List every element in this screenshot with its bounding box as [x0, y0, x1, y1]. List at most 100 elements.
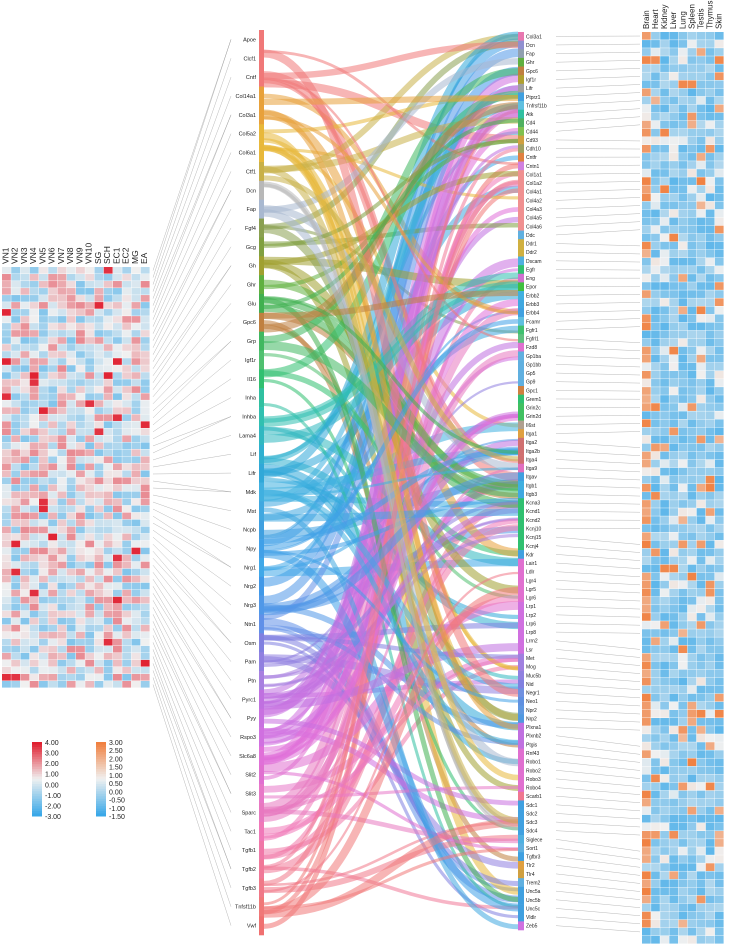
right-heatmap-cell: [678, 346, 688, 355]
right-heatmap-cell: [669, 516, 679, 524]
right-heatmap-cell: [678, 201, 688, 210]
right-heatmap-cell: [651, 532, 660, 541]
left-heatmap-cell: [2, 428, 11, 435]
guide-line-right: [555, 839, 641, 852]
guide-line-left: [152, 501, 232, 530]
left-colorbar-swatch: [32, 766, 42, 770]
receptor-block-Dscam: [518, 256, 524, 266]
right-heatmap-cell: [687, 508, 697, 516]
right-heatmap-cell: [669, 411, 679, 419]
left-heatmap-cell: [2, 659, 11, 667]
right-heatmap-cell: [687, 718, 697, 726]
guide-line-right: [555, 390, 641, 392]
left-heatmap-cell: [103, 351, 113, 358]
right-heatmap-cell: [696, 516, 706, 524]
right-heatmap-cell: [669, 483, 679, 492]
right-heatmap-cell: [687, 734, 697, 742]
right-heatmap-cell: [651, 734, 660, 742]
left-heatmap-cell: [113, 512, 122, 520]
right-heatmap-cell: [642, 435, 651, 444]
right-heatmap-cell: [714, 128, 724, 137]
left-heatmap-cell: [113, 428, 122, 435]
right-heatmap-cell: [705, 266, 715, 274]
right-heatmap-cell: [678, 661, 688, 670]
right-colorbar-swatch: [96, 764, 106, 768]
guide-line-left: [152, 435, 232, 461]
left-heatmap-cell: [85, 582, 95, 590]
left-heatmap-cell: [48, 449, 58, 457]
right-heatmap-cell: [669, 863, 679, 871]
right-heatmap-cell: [687, 532, 697, 541]
right-heatmap-cell: [705, 492, 715, 500]
right-heatmap-cell: [696, 596, 706, 605]
left-heatmap-cell: [103, 421, 113, 428]
right-heatmap-cell: [660, 56, 669, 64]
left-heatmap-cell: [113, 316, 122, 323]
left-heatmap-cell: [94, 288, 104, 295]
right-heatmap-cell: [714, 370, 724, 379]
left-col-label-VN3: VN3: [19, 247, 29, 264]
right-heatmap-cell: [651, 104, 660, 113]
left-heatmap-cell: [48, 316, 58, 323]
right-heatmap-cell: [714, 564, 724, 573]
right-heatmap-cell: [660, 370, 669, 379]
right-heatmap-cell: [642, 693, 651, 702]
receptor-block-Col4a6: [518, 221, 524, 231]
right-heatmap-cell: [642, 306, 651, 315]
left-heatmap-cell: [39, 449, 48, 457]
right-heatmap-cell: [705, 483, 715, 492]
left-heatmap-cell: [2, 386, 11, 393]
left-heatmap-cell: [66, 302, 76, 309]
left-heatmap-cell: [103, 470, 113, 478]
left-heatmap-cell: [29, 456, 39, 464]
receptor-block-Gp1bb: [518, 360, 524, 370]
left-heatmap-cell: [66, 610, 76, 618]
left-heatmap-cell: [103, 288, 113, 295]
ligand-label-Dcn: Dcn: [246, 188, 256, 194]
guide-line-right: [555, 189, 641, 192]
left-heatmap-cell: [20, 610, 30, 618]
right-heatmap-cell: [642, 605, 651, 613]
receptor-block-Epor: [518, 282, 524, 292]
left-heatmap-cell: [113, 554, 122, 562]
right-heatmap-cell: [705, 370, 715, 379]
left-heatmap-cell: [2, 330, 11, 337]
right-heatmap-cell: [696, 177, 706, 185]
right-heatmap-cell: [642, 475, 651, 484]
left-heatmap-cell: [122, 428, 132, 435]
left-heatmap-cell: [48, 638, 58, 646]
left-heatmap-cell: [39, 358, 48, 365]
right-heatmap-cell: [669, 193, 679, 202]
right-heatmap-cell: [651, 32, 660, 40]
right-heatmap-cell: [714, 241, 724, 250]
receptor-block-Cntfr: [518, 152, 524, 162]
left-heatmap-cell: [57, 533, 67, 541]
left-heatmap-cell: [76, 274, 85, 281]
receptor-label-Unc5b: Unc5b: [526, 898, 541, 904]
left-heatmap-cell: [48, 568, 58, 576]
right-heatmap-cell: [651, 822, 660, 831]
right-heatmap-cell: [651, 298, 660, 307]
left-heatmap-cell: [94, 337, 104, 344]
right-heatmap-cell: [687, 621, 697, 629]
left-heatmap-cell: [85, 372, 95, 379]
left-heatmap-cell: [131, 421, 141, 428]
right-heatmap-cell: [705, 411, 715, 419]
left-heatmap-cell: [103, 617, 113, 625]
right-heatmap-cell: [714, 572, 724, 581]
left-colorbar-swatch: [32, 771, 42, 775]
receptor-label-Col4a2: Col4a2: [526, 198, 542, 204]
right-heatmap-cell: [678, 483, 688, 492]
left-heatmap-cell: [48, 288, 58, 295]
guide-line-right: [555, 770, 641, 779]
left-heatmap-cell: [20, 666, 30, 674]
right-heatmap-cell: [696, 806, 706, 815]
right-heatmap-cell: [660, 153, 669, 161]
left-colorbar-swatch: [32, 742, 42, 745]
right-heatmap-cell: [642, 718, 651, 726]
left-heatmap-cell: [103, 309, 113, 316]
left-heatmap-cell: [57, 393, 67, 400]
right-heatmap-cell: [642, 201, 651, 210]
left-heatmap-cell: [85, 610, 95, 618]
left-heatmap-cell: [94, 344, 104, 351]
